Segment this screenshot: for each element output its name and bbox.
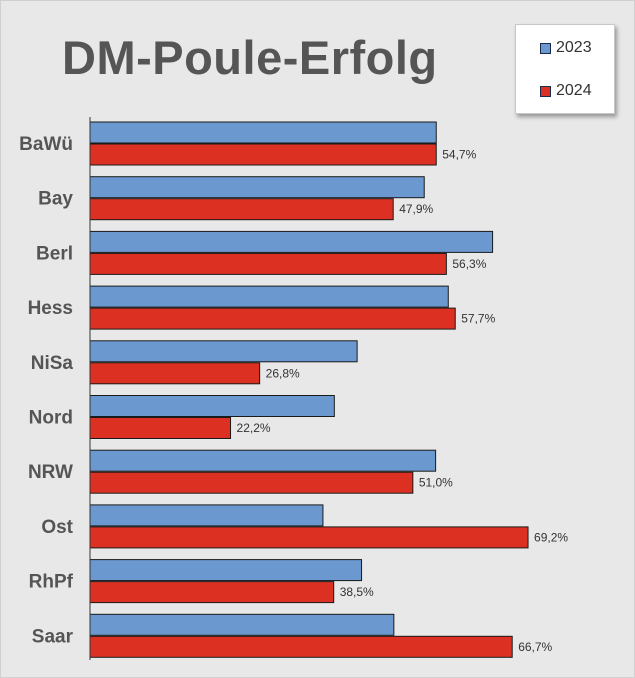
data-label: 51,0% (419, 476, 453, 490)
legend-swatch-2023 (540, 42, 551, 54)
bar-2024-Saar (89, 635, 513, 658)
bar-2024-Nord (89, 417, 232, 439)
legend-item-2024: 2024 (540, 81, 592, 101)
data-label: 66,7% (518, 640, 552, 654)
category-label: BaWü (19, 134, 73, 155)
category-label: NiSa (31, 353, 74, 374)
legend-item-2023: 2023 (540, 38, 592, 58)
data-label: 26,8% (266, 366, 300, 380)
data-label: 69,2% (534, 530, 568, 544)
data-label: 38,5% (340, 585, 374, 599)
legend-label-2024: 2024 (556, 82, 592, 99)
bar-2023-BaWü (89, 121, 437, 144)
bar-2024-Hess (89, 307, 456, 330)
bar-2023-NRW (89, 449, 437, 472)
data-label: 47,9% (399, 202, 433, 216)
category-label: Nord (29, 408, 73, 429)
data-label: 22,2% (237, 421, 271, 435)
bar-2024-Bay (89, 198, 394, 221)
legend-label-2023: 2023 (556, 39, 592, 56)
chart-legend: 2023 2024 (515, 24, 615, 114)
data-label: 57,7% (461, 312, 495, 326)
bar-2023-Ost (89, 504, 324, 527)
bar-2023-Saar (89, 613, 395, 636)
bar-2023-RhPf (89, 559, 363, 582)
bar-2024-RhPf (89, 581, 335, 604)
bar-2024-NiSa (89, 362, 261, 385)
bar-2023-Bay (89, 176, 425, 199)
bar-2024-Berl (89, 252, 447, 275)
bar-2023-Berl (89, 230, 494, 253)
category-label: RhPf (29, 572, 74, 593)
bar-2023-NiSa (89, 340, 358, 363)
legend-swatch-2024 (540, 85, 551, 97)
category-label: Ost (41, 517, 73, 538)
data-label: 54,7% (442, 148, 476, 162)
bar-2024-BaWü (89, 143, 437, 166)
bar-2024-NRW (89, 471, 414, 494)
chart-title: DM-Poule-Erfolg (62, 31, 438, 84)
category-label: NRW (28, 462, 73, 483)
bar-2024-Ost (89, 526, 529, 549)
category-label: Bay (38, 189, 73, 210)
category-label: Saar (32, 626, 74, 647)
category-label: Berl (36, 243, 73, 264)
bar-2023-Nord (89, 395, 335, 417)
data-label: 56,3% (452, 257, 486, 271)
bar-2023-Hess (89, 285, 449, 308)
category-label: Hess (28, 298, 73, 319)
